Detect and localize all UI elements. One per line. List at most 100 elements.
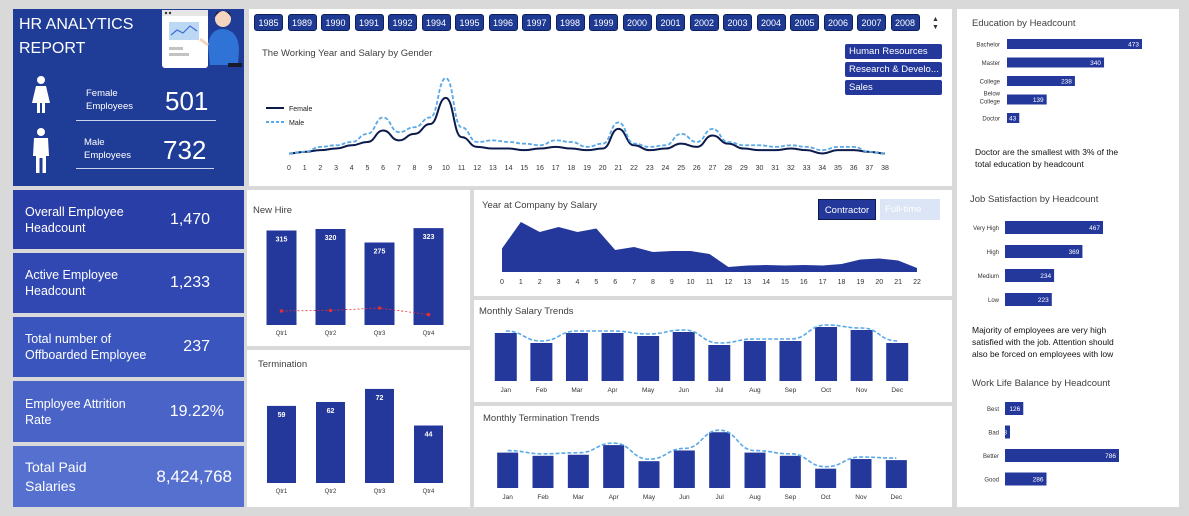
contractor-toggle[interactable]: Contractor: [818, 199, 876, 220]
x-tick-label: Dec: [891, 494, 903, 501]
bar-jun: [672, 332, 695, 381]
bar-very-high: [1005, 221, 1103, 234]
bar-apr: [601, 333, 624, 381]
x-tick-label: 1: [303, 165, 307, 172]
year-button-2002[interactable]: 2002: [689, 14, 719, 31]
dept-slicer-hr[interactable]: Human Resources: [845, 44, 942, 59]
x-tick-label: Nov: [855, 494, 867, 501]
bar-oct: [815, 468, 837, 488]
x-tick-label: Qtr1: [276, 489, 288, 495]
x-tick-label: 8: [651, 279, 655, 286]
monthly-salary-chart: Jan Feb Mar Apr May Jun Jul Aug Sep Oct Nov Dec: [494, 324, 909, 394]
year-button-2001[interactable]: 2001: [656, 14, 685, 31]
year-scroll-down[interactable]: ▼: [932, 24, 939, 31]
bar-nov: [850, 459, 872, 488]
x-tick-label: 11: [458, 165, 465, 172]
x-tick-label: 32: [787, 165, 795, 172]
year-button-1990[interactable]: 1990: [321, 14, 350, 31]
data-label: 62: [327, 408, 335, 415]
x-tick-label: Oct: [821, 494, 831, 501]
x-tick-label: 6: [613, 279, 617, 286]
x-tick-label: 16: [800, 279, 808, 286]
x-tick-label: 18: [838, 279, 846, 286]
bar-low: [1005, 293, 1052, 306]
dept-slicer-sales[interactable]: Sales: [845, 80, 942, 95]
bar-jun: [673, 450, 695, 488]
x-tick-label: 34: [818, 165, 826, 172]
year-button-1999[interactable]: 1999: [589, 14, 618, 31]
male-label: Male Employees: [84, 137, 131, 161]
year-button-1989[interactable]: 1989: [287, 14, 317, 31]
x-tick-label: 19: [583, 165, 591, 172]
x-tick-label: 12: [473, 165, 481, 172]
x-tick-label: 21: [894, 279, 902, 286]
bar-qtr3: [365, 388, 394, 483]
fulltime-toggle[interactable]: Full-time: [880, 199, 940, 220]
y-tick-label: Bad: [988, 430, 999, 436]
x-tick-label: 5: [365, 165, 369, 172]
year-button-2006[interactable]: 2006: [823, 14, 853, 31]
y-tick-label: Below: [984, 92, 1001, 98]
x-tick-label: 36: [850, 165, 858, 172]
bar-oct: [815, 327, 838, 381]
year-button-2005[interactable]: 2005: [790, 14, 819, 31]
year-button-2008[interactable]: 2008: [890, 14, 920, 31]
year-button-1996[interactable]: 1996: [488, 14, 518, 31]
data-label: 275: [374, 249, 386, 256]
x-tick-label: Jul: [716, 494, 725, 501]
kpi-total-salaries: Total Paid Salaries 8,424,768: [13, 446, 244, 507]
bar-jan: [494, 333, 517, 381]
male-icon: [33, 128, 49, 173]
x-tick-label: May: [642, 387, 655, 394]
y-tick-label: Master: [982, 61, 1000, 67]
x-tick-label: 25: [677, 165, 685, 172]
legend-label-female: Female: [289, 106, 312, 113]
x-tick-label: Sep: [785, 494, 797, 501]
dept-slicer-rd[interactable]: Research & Develo...: [845, 62, 942, 77]
kpi-overall-headcount: Overall Employee Headcount 1,470: [13, 190, 244, 249]
year-button-2000[interactable]: 2000: [622, 14, 652, 31]
x-tick-label: 2: [538, 279, 542, 286]
x-tick-label: 19: [857, 279, 865, 286]
data-label: 234: [1040, 273, 1051, 280]
newhire-title: New Hire: [253, 205, 293, 216]
y-tick-label: Best: [987, 407, 999, 413]
year-button-2007[interactable]: 2007: [857, 14, 886, 31]
bar-may: [638, 461, 660, 488]
year-button-1997[interactable]: 1997: [522, 14, 551, 31]
monthly-termination-chart: Jan Feb Mar Apr May Jun Jul Aug Sep Oct Nov Dec: [497, 429, 907, 501]
bar-jul: [708, 345, 731, 381]
year-button-1994[interactable]: 1994: [421, 14, 451, 31]
year-scroll-up[interactable]: ▲: [932, 16, 939, 23]
x-tick-label: 10: [687, 279, 695, 286]
data-label: 340: [1090, 60, 1101, 67]
year-button-1985[interactable]: 1985: [254, 14, 283, 31]
trend-line: [507, 429, 897, 468]
data-label: 43: [1009, 115, 1017, 122]
year-button-1998[interactable]: 1998: [555, 14, 585, 31]
x-tick-label: 7: [397, 165, 401, 172]
year-button-1992[interactable]: 1992: [388, 14, 417, 31]
report-title: HR ANALYTICS REPORT: [19, 16, 134, 57]
x-tick-label: 2: [318, 165, 322, 172]
data-label: 315: [276, 237, 288, 244]
x-tick-label: 12: [724, 279, 732, 286]
bar-below-college: [1007, 94, 1047, 105]
jobsat-note: Majority of employees are very high sati…: [972, 325, 1114, 359]
y-tick-label: Better: [983, 454, 999, 460]
series-line-male: [288, 77, 886, 155]
x-tick-label: Qtr1: [276, 331, 288, 337]
x-tick-label: 22: [630, 165, 638, 172]
x-tick-label: 14: [505, 165, 513, 172]
data-label: 786: [1105, 453, 1116, 460]
x-tick-label: 37: [865, 165, 873, 172]
x-tick-label: Qtr3: [374, 331, 386, 337]
year-button-2004[interactable]: 2004: [756, 14, 786, 31]
bar-medium: [1005, 269, 1055, 282]
year-button-1995[interactable]: 1995: [455, 14, 484, 31]
y-tick-label: Medium: [978, 274, 999, 280]
x-tick-label: 15: [781, 279, 789, 286]
year-button-2003[interactable]: 2003: [723, 14, 752, 31]
bar-qtr2: [316, 401, 345, 483]
year-button-1991[interactable]: 1991: [354, 14, 384, 31]
